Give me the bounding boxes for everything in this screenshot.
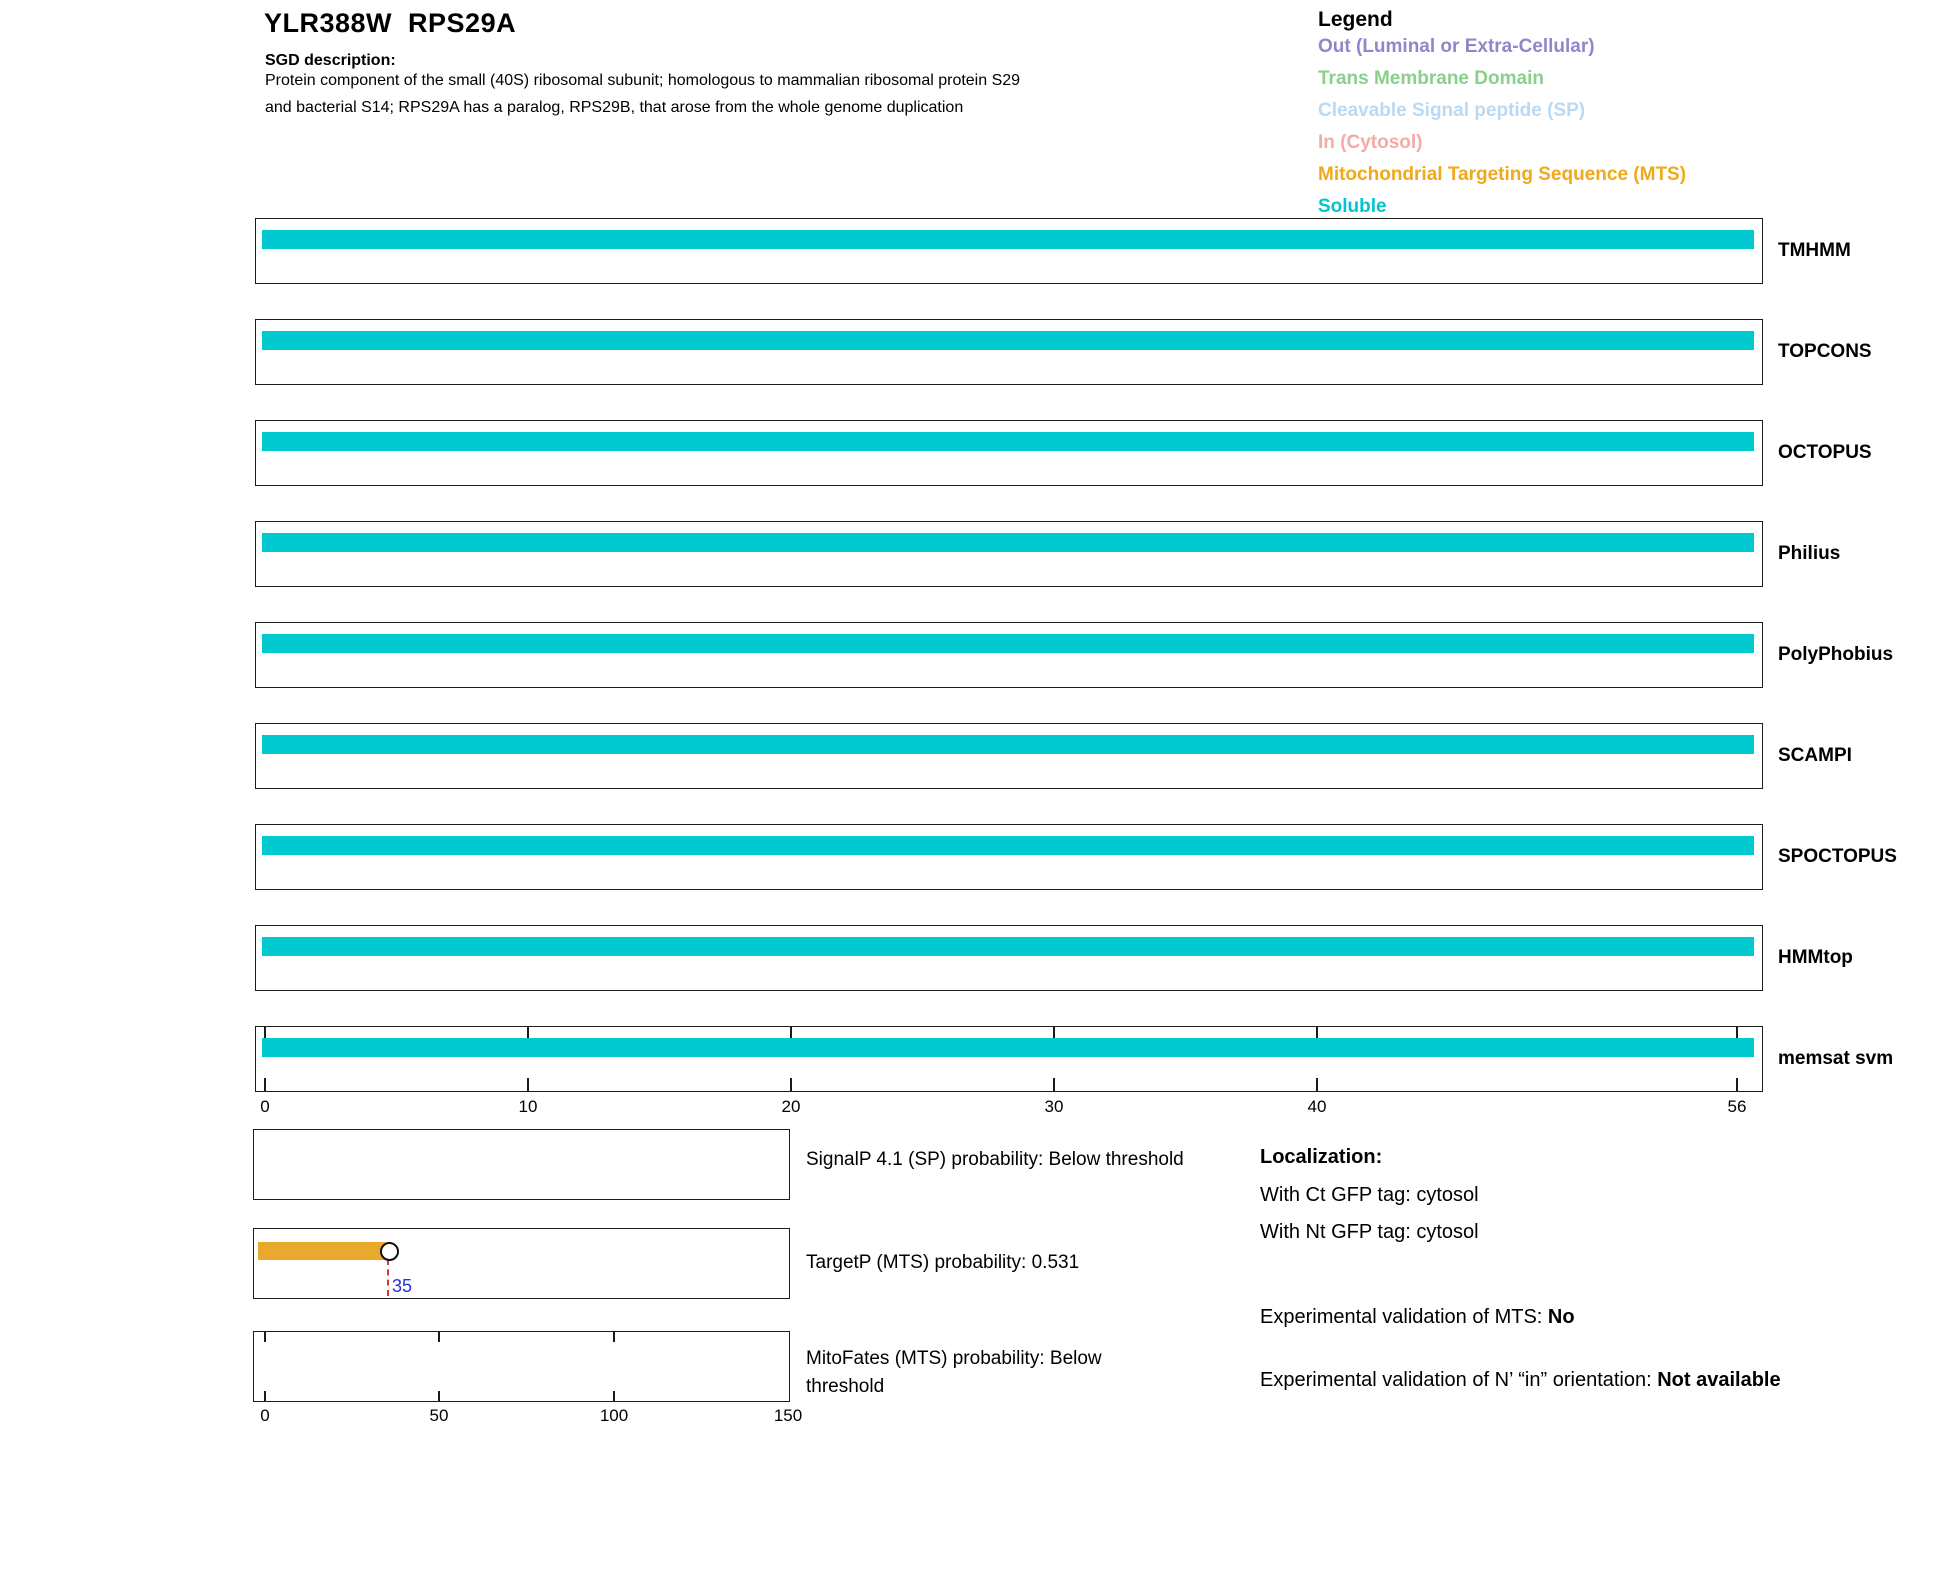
track-label-philius: Philius: [1778, 543, 1841, 564]
track-box-polyphobius: [255, 622, 1763, 688]
mitofates-axis-tick-label: 100: [599, 1406, 629, 1425]
axis-tick: [790, 1027, 792, 1038]
mts-validation-line: Experimental validation of MTS: No: [1260, 1306, 1575, 1329]
signalp-plot-box: [253, 1129, 790, 1200]
track-label-topcons: TOPCONS: [1778, 341, 1872, 362]
track-label-octopus: OCTOPUS: [1778, 442, 1872, 463]
targetp-label: TargetP (MTS) probability: 0.531: [806, 1252, 1080, 1273]
legend-item-mts: Mitochondrial Targeting Sequence (MTS): [1318, 164, 1687, 185]
track-box-spoctopus: [255, 824, 1763, 890]
mitofates-axis-tick-label: 50: [429, 1406, 449, 1425]
axis-tick: [527, 1027, 529, 1038]
cleavage-site-marker: [380, 1242, 399, 1261]
axis-tick: [264, 1332, 266, 1342]
sgd-description-line-2: and bacterial S14; RPS29A has a paralog,…: [265, 99, 964, 116]
sgd-description-heading: SGD description:: [265, 52, 396, 69]
soluble-bar-polyphobius: [262, 634, 1754, 653]
track-box-scampi: [255, 723, 1763, 789]
cleavage-site-label: 35: [392, 1276, 413, 1296]
axis-tick: [613, 1332, 615, 1342]
mitofates-label-line-2: threshold: [806, 1376, 885, 1397]
axis-tick: [1316, 1027, 1318, 1038]
mts-region-bar: [258, 1242, 391, 1260]
track-box-octopus: [255, 420, 1763, 486]
axis-tick: [1736, 1078, 1738, 1091]
axis-tick: [527, 1078, 529, 1091]
localization-ct-gfp: With Ct GFP tag: cytosol: [1260, 1184, 1479, 1206]
legend-title: Legend: [1318, 8, 1393, 31]
track-box-hmmtop: [255, 925, 1763, 991]
legend-item-transmembrane: Trans Membrane Domain: [1318, 68, 1544, 89]
soluble-bar-scampi: [262, 735, 1754, 754]
track-label-memsat: memsat svm: [1778, 1048, 1894, 1069]
signalp-label: SignalP 4.1 (SP) probability: Below thre…: [806, 1149, 1184, 1170]
soluble-bar-hmmtop: [262, 937, 1754, 956]
residue-axis-tick-label: 10: [518, 1097, 538, 1116]
axis-tick: [438, 1391, 440, 1401]
track-box-topcons: [255, 319, 1763, 385]
track-box-memsat: [255, 1026, 1763, 1092]
soluble-bar-topcons: [262, 331, 1754, 350]
legend-item-signal-peptide: Cleavable Signal peptide (SP): [1318, 100, 1586, 121]
legend-item-in-cytosol: In (Cytosol): [1318, 132, 1423, 153]
orientation-validation-line: Experimental validation of N’ “in” orien…: [1260, 1364, 1840, 1397]
axis-tick: [1736, 1027, 1738, 1038]
cleavage-site-line: [387, 1259, 389, 1296]
track-box-philius: [255, 521, 1763, 587]
axis-tick: [264, 1078, 266, 1091]
axis-tick: [1316, 1078, 1318, 1091]
sgd-description-line-1: Protein component of the small (40S) rib…: [265, 72, 1021, 89]
soluble-bar-octopus: [262, 432, 1754, 451]
orientation-validation-prefix: Experimental validation of N’ “in” orien…: [1260, 1369, 1658, 1391]
soluble-bar-spoctopus: [262, 836, 1754, 855]
mts-validation-prefix: Experimental validation of MTS:: [1260, 1306, 1548, 1328]
residue-axis-tick-label: 56: [1727, 1097, 1747, 1116]
mitofates-axis-tick-label: 0: [260, 1406, 270, 1425]
residue-axis-tick-label: 0: [260, 1097, 270, 1116]
residue-axis-tick-label: 40: [1307, 1097, 1327, 1116]
legend-item-soluble: Soluble: [1318, 196, 1387, 217]
soluble-bar-tmhmm: [262, 230, 1754, 249]
axis-tick: [264, 1391, 266, 1401]
axis-tick: [1053, 1027, 1055, 1038]
soluble-bar-philius: [262, 533, 1754, 552]
page-title: YLR388W RPS29A: [264, 8, 517, 38]
orientation-validation-value: Not available: [1657, 1369, 1781, 1391]
track-label-hmmtop: HMMtop: [1778, 947, 1853, 968]
soluble-bar-memsat: [262, 1038, 1754, 1057]
mts-validation-value: No: [1547, 1306, 1575, 1328]
track-label-polyphobius: PolyPhobius: [1778, 644, 1894, 665]
axis-tick: [790, 1078, 792, 1091]
axis-tick: [1053, 1078, 1055, 1091]
track-box-tmhmm: [255, 218, 1763, 284]
axis-tick: [438, 1332, 440, 1342]
mitofates-axis-tick-label: 150: [773, 1406, 803, 1425]
residue-axis-tick-label: 20: [781, 1097, 801, 1116]
legend-item-out: Out (Luminal or Extra-Cellular): [1318, 36, 1595, 57]
localization-heading: Localization:: [1260, 1146, 1383, 1168]
track-label-scampi: SCAMPI: [1778, 745, 1852, 766]
mitofates-label-line-1: MitoFates (MTS) probability: Below: [806, 1348, 1102, 1369]
localization-nt-gfp: With Nt GFP tag: cytosol: [1260, 1221, 1479, 1243]
track-label-spoctopus: SPOCTOPUS: [1778, 846, 1897, 867]
residue-axis-tick-label: 30: [1044, 1097, 1064, 1116]
axis-tick: [264, 1027, 266, 1038]
mitofates-plot-box: [253, 1331, 790, 1402]
track-label-tmhmm: TMHMM: [1778, 240, 1851, 261]
targetp-plot-box: 35: [253, 1228, 790, 1299]
axis-tick: [613, 1391, 615, 1401]
